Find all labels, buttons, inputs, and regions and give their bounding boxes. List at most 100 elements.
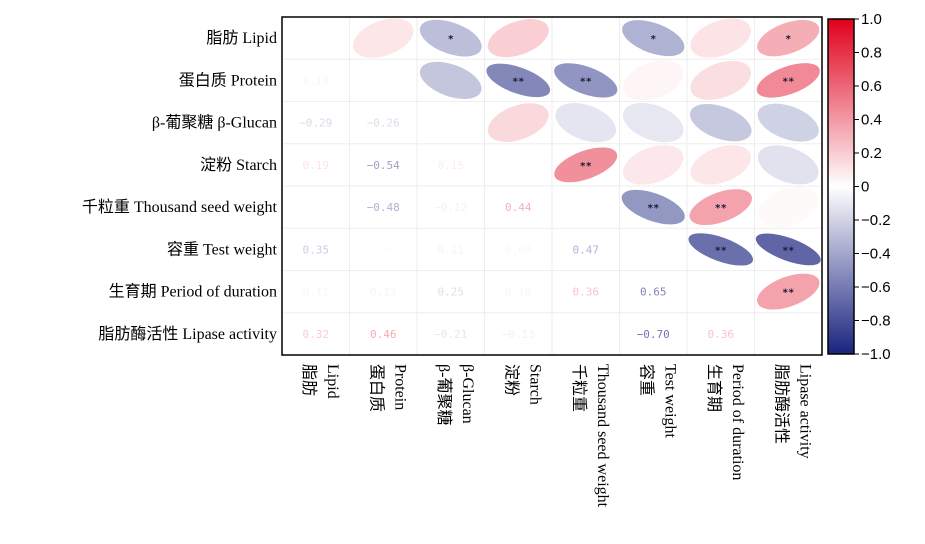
correlation-value: −0.29 [299, 117, 332, 130]
row-label: 脂肪 Lipid [206, 29, 277, 47]
correlation-ellipse [554, 147, 618, 183]
correlation-ellipse [622, 102, 684, 143]
significance-mark: ** [715, 203, 727, 214]
correlation-ellipse [758, 186, 819, 228]
column-label-zh: 淀粉 [502, 364, 520, 396]
column-label-zh: 生育期 [705, 364, 723, 412]
column-label-en: Protein [391, 364, 408, 410]
correlation-ellipse [690, 18, 752, 58]
column-label-zh: β-葡聚糖 [435, 364, 453, 425]
column-label: 蛋白质 Protein [367, 364, 408, 412]
column-label-zh: 容重 [637, 364, 655, 396]
significance-mark: ** [580, 161, 592, 172]
significance-mark: ** [782, 288, 794, 299]
correlation-value: 0.36 [708, 328, 735, 341]
row-label: 千粒重 Thousand seed weight [82, 198, 278, 216]
colorbar-gradient [827, 18, 855, 355]
correlation-value: −0.70 [637, 328, 670, 341]
cells-layer: * * *0.10 ** ** **−0.29 −0.260.19 −0.54 0.15 **−0… [299, 17, 821, 341]
correlation-value: 0.15 [438, 159, 465, 172]
row-label: 容重 Test weight [167, 240, 278, 258]
correlation-ellipse [623, 145, 684, 185]
correlation-value: −0.13 [502, 328, 535, 341]
column-label-en: Test weight [661, 364, 678, 439]
correlation-value: −0.54 [367, 159, 400, 172]
correlation-ellipse [689, 103, 752, 142]
column-label: 脂肪 Lipid [300, 364, 341, 399]
correlation-value: 0.47 [573, 243, 600, 256]
correlation-ellipse [487, 19, 549, 58]
column-label: β-葡聚糖 β-Glucan [435, 364, 476, 425]
correlation-value: −0.48 [367, 201, 400, 214]
row-labels: 脂肪 Lipid 蛋白质 Protein β-葡聚糖 β-Glucan 淀粉 Star… [82, 29, 278, 343]
colorbar-tick-label: −0.2 [861, 212, 891, 229]
correlation-value: −0.21 [434, 328, 467, 341]
correlation-value: 0.11 [438, 243, 465, 256]
correlation-ellipse [486, 63, 551, 98]
row-label: 生育期 Period of duration [109, 283, 277, 301]
correlation-value: 0.04 [370, 243, 397, 256]
correlation-ellipse [554, 63, 618, 98]
correlation-ellipse [757, 145, 819, 185]
correlation-value: 0.09 [505, 243, 532, 256]
column-label: 千粒重 Thousand seed weight [570, 364, 611, 508]
correlation-ellipse [419, 19, 482, 57]
column-label-zh: 脂肪 [300, 364, 318, 396]
correlation-value: 0.11 [303, 286, 330, 299]
correlation-value: 0.65 [640, 286, 667, 299]
colorbar-tick-label: −1.0 [861, 346, 891, 363]
correlation-value: 0.44 [505, 201, 532, 214]
significance-mark: ** [715, 245, 727, 256]
significance-mark: * [448, 34, 454, 45]
column-label: 脂肪酶活性 Lipase activity [772, 364, 813, 459]
column-label-zh: 蛋白质 [367, 364, 385, 412]
significance-mark: * [785, 34, 791, 45]
column-label-en: Period of duration [729, 364, 746, 480]
significance-mark: ** [782, 245, 794, 256]
correlation-value: 0.35 [303, 243, 330, 256]
significance-mark: ** [580, 76, 592, 87]
correlation-ellipse [688, 233, 754, 266]
column-label-en: Lipase activity [796, 364, 813, 459]
correlation-ellipse [690, 60, 752, 100]
correlation-ellipse [690, 145, 751, 185]
correlation-value: 0.36 [573, 286, 600, 299]
colorbar-ticks: 1.0 0.8 0.6 0.4 0.2 0 −0.2 −0.4 −0.6 −0.8 −1.0 [854, 11, 891, 363]
colorbar-tick-label: 0.6 [861, 78, 882, 95]
colorbar-tick-label: 1.0 [861, 11, 882, 28]
column-label: 淀粉 Starch [502, 364, 543, 405]
correlation-ellipse [487, 103, 549, 142]
correlation-value: 0.19 [303, 159, 330, 172]
colorbar: 1.0 0.8 0.6 0.4 0.2 0 −0.2 −0.4 −0.6 −0.8 −1.0 [827, 11, 891, 363]
correlation-ellipse [757, 103, 819, 142]
correlation-ellipse [621, 189, 685, 225]
correlation-ellipse [756, 63, 820, 98]
column-label-zh: 脂肪酶活性 [772, 364, 790, 444]
correlation-ellipse [689, 189, 752, 226]
significance-mark: ** [782, 76, 794, 87]
column-label-en: Starch [526, 364, 543, 405]
column-label-en: Thousand seed weight [594, 364, 611, 508]
grid-layer [282, 17, 822, 355]
significance-mark: ** [512, 76, 524, 87]
column-label-en: Lipid [324, 364, 341, 399]
row-label: 脂肪酶活性 Lipase activity [98, 325, 277, 343]
correlation-ellipse [622, 20, 685, 57]
column-label-zh: 千粒重 [570, 364, 588, 412]
row-label: 淀粉 Starch [200, 156, 277, 174]
correlation-ellipse [555, 17, 616, 59]
correlation-value: −0.12 [434, 201, 467, 214]
colorbar-tick-label: −0.6 [861, 279, 891, 296]
row-label: β-葡聚糖 β-Glucan [152, 114, 277, 132]
colorbar-tick-label: 0 [861, 179, 869, 196]
correlation-value: −0.26 [367, 117, 400, 130]
correlation-ellipse [419, 61, 482, 99]
correlation-value: 0.10 [303, 74, 330, 87]
column-label: 生育期 Period of duration [705, 364, 746, 480]
significance-mark: * [650, 34, 656, 45]
correlation-ellipse [757, 19, 820, 57]
column-labels: 脂肪 Lipid 蛋白质 Protein β-葡聚糖 β-Glucan 淀粉 Starch 千粒… [300, 364, 814, 508]
significance-mark: ** [647, 203, 659, 214]
row-label: 蛋白质 Protein [179, 71, 277, 89]
